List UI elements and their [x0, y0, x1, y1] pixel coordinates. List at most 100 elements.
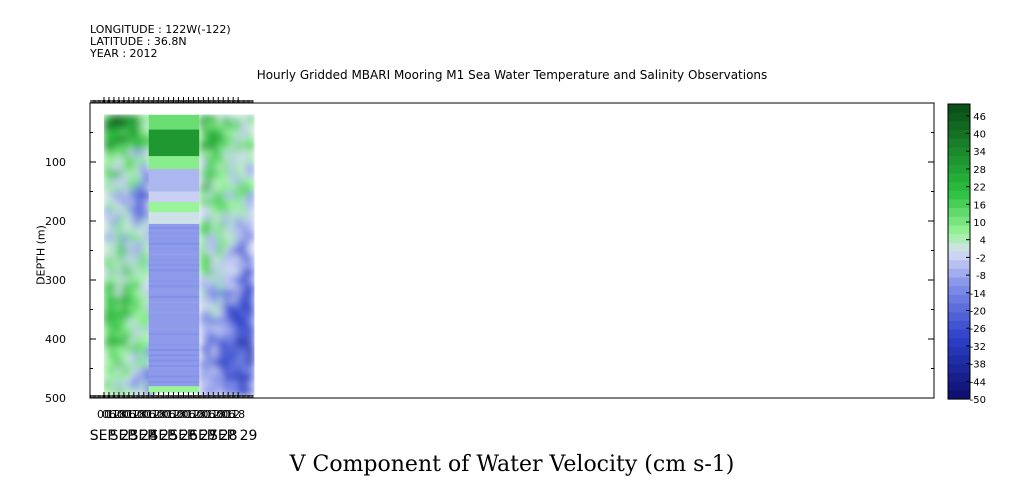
- colorbar-swatch: [948, 260, 970, 270]
- heatmap-cell-early: [116, 135, 123, 144]
- heatmap-cell-early: [104, 233, 111, 242]
- heatmap-cell-early: [116, 254, 123, 263]
- colorbar-swatch: [948, 312, 970, 322]
- heatmap-cell-late: [229, 261, 237, 270]
- heatmap-cell-late: [211, 275, 219, 284]
- heatmap-cell-early: [104, 198, 111, 207]
- heatmap-cell-late: [241, 310, 249, 319]
- heatmap-cell-early: [140, 142, 147, 151]
- heatmap-cell-late: [223, 149, 231, 158]
- heatmap-cell-late: [223, 268, 231, 277]
- heatmap-cell-late: [235, 345, 243, 354]
- heatmap-cell-late: [217, 247, 225, 256]
- heatmap-cell-late: [211, 380, 219, 389]
- heatmap-cell-early: [128, 303, 135, 312]
- y-tick-label: 100: [45, 156, 66, 169]
- heatmap-cell-late: [247, 177, 255, 186]
- heatmap-cell-early: [104, 247, 111, 256]
- heatmap-cell-early: [134, 331, 141, 340]
- heatmap-cell-late: [235, 324, 243, 333]
- heatmap-cell-early: [134, 310, 141, 319]
- heatmap-cell-late: [223, 128, 231, 137]
- heatmap-cell-late: [211, 247, 219, 256]
- heatmap-cell-late: [247, 310, 255, 319]
- heatmap-cell-early: [116, 163, 123, 172]
- heatmap-cell-early: [134, 170, 141, 179]
- heatmap-cell-early: [134, 198, 141, 207]
- heatmap-cell-late: [235, 289, 243, 298]
- heatmap-cell-early: [122, 121, 129, 130]
- heatmap-cell-early: [122, 198, 129, 207]
- heatmap-cell-early: [110, 261, 117, 270]
- heatmap-cell-late: [205, 373, 213, 382]
- heatmap-cell-late: [235, 275, 243, 284]
- heatmap-cell-late: [199, 247, 207, 256]
- colorbar-frame: [947, 103, 971, 400]
- heatmap-cell-early: [134, 135, 141, 144]
- heatmap-cell-early: [122, 261, 129, 270]
- colorbar-swatch: [948, 130, 970, 140]
- heatmap-cell-late: [217, 163, 225, 172]
- heatmap-cell-late: [229, 289, 237, 298]
- heatmap-cell-late: [217, 359, 225, 368]
- heatmap-cell-early: [110, 233, 117, 242]
- heatmap-cell-early: [110, 352, 117, 361]
- heatmap-cell-early: [128, 156, 135, 165]
- heatmap-cell-early: [140, 338, 147, 347]
- heatmap-cell-late: [241, 135, 249, 144]
- heatmap-cell-early: [128, 331, 135, 340]
- heatmap-cell-early: [110, 303, 117, 312]
- heatmap-cell-early: [128, 296, 135, 305]
- heatmap-cell-late: [229, 373, 237, 382]
- heatmap-cell-late: [229, 184, 237, 193]
- heatmap-stripe: [148, 242, 200, 245]
- colorbar-swatch: [948, 112, 970, 122]
- heatmap-cell-early: [134, 359, 141, 368]
- chart-title: Hourly Gridded MBARI Mooring M1 Sea Wate…: [256, 68, 768, 82]
- heatmap-cell-late: [205, 198, 213, 207]
- heatmap-cell-early: [134, 268, 141, 277]
- heatmap-band-6: [148, 212, 200, 225]
- heatmap-band-4: [148, 191, 200, 203]
- heatmap-cell-late: [211, 149, 219, 158]
- heatmap-cell-late: [247, 338, 255, 347]
- heatmap-cell-late: [205, 296, 213, 305]
- heatmap-cell-late: [211, 261, 219, 270]
- heatmap-stripe: [148, 306, 200, 309]
- heatmap-cell-late: [211, 233, 219, 242]
- colorbar-swatch: [948, 156, 970, 166]
- heatmap-cell-late: [211, 303, 219, 312]
- heatmap-stripe: [148, 343, 200, 346]
- heatmap-cell-early: [128, 345, 135, 354]
- heatmap-cell-late: [217, 170, 225, 179]
- heatmap-cell-early: [110, 324, 117, 333]
- x-tick-label: 00: [196, 408, 210, 421]
- heatmap-cell-late: [229, 352, 237, 361]
- heatmap-cell-late: [247, 359, 255, 368]
- heatmap-cell-late: [205, 240, 213, 249]
- x-tick-label: 12: [167, 408, 181, 421]
- colorbar-tick-label: 16: [973, 200, 986, 211]
- x-tick-label: 18: [231, 408, 245, 421]
- heatmap-cell-late: [241, 233, 249, 242]
- heatmap-cell-late: [199, 268, 207, 277]
- heatmap-cell-late: [199, 282, 207, 291]
- heatmap-cell-early: [134, 149, 141, 158]
- heatmap-cell-late: [241, 198, 249, 207]
- velocity-field: [104, 114, 255, 396]
- colorbar-swatch: [948, 190, 970, 201]
- colorbar-tick-label: -26: [970, 324, 986, 335]
- heatmap-stripe: [148, 370, 200, 373]
- heatmap-cell-late: [205, 135, 213, 144]
- heatmap-cell-early: [140, 149, 147, 158]
- heatmap-cell-late: [217, 275, 225, 284]
- heatmap-cell-early: [134, 121, 141, 130]
- heatmap-cell-late: [241, 373, 249, 382]
- heatmap-cell-late: [217, 303, 225, 312]
- heatmap-cell-late: [217, 345, 225, 354]
- heatmap-cell-late: [211, 289, 219, 298]
- heatmap-cell-early: [104, 261, 111, 270]
- heatmap-cell-late: [235, 240, 243, 249]
- heatmap-cell-early: [122, 338, 129, 347]
- heatmap-cell-late: [223, 317, 231, 326]
